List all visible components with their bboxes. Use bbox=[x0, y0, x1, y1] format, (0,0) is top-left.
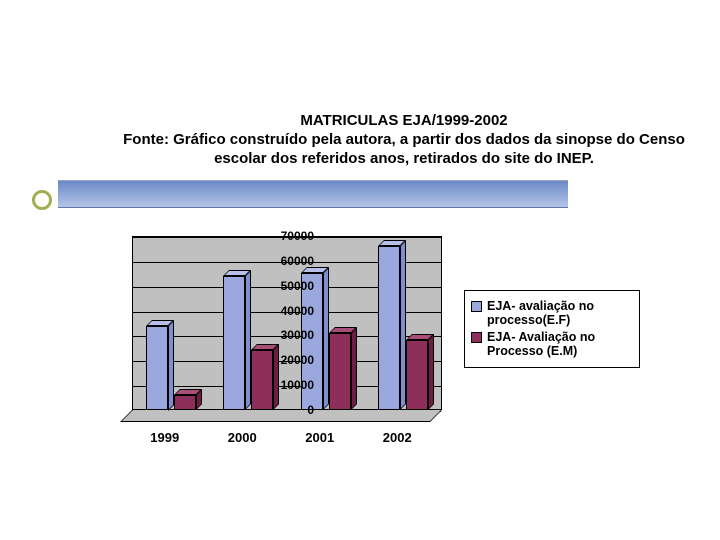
ytick-label: 70000 bbox=[254, 229, 314, 243]
decor-bar bbox=[58, 180, 568, 208]
legend-label: EJA- Avaliação no Processo (E.M) bbox=[487, 330, 633, 359]
ytick-label: 0 bbox=[254, 403, 314, 417]
slide-bullet bbox=[32, 190, 52, 210]
ytick-label: 60000 bbox=[254, 254, 314, 268]
ytick-label: 10000 bbox=[254, 378, 314, 392]
xtick-label: 2001 bbox=[290, 430, 350, 445]
xtick-label: 2000 bbox=[212, 430, 272, 445]
legend-label: EJA- avaliação no processo(E.F) bbox=[487, 299, 633, 328]
bar bbox=[406, 340, 428, 410]
bar bbox=[378, 246, 400, 410]
title-line1: MATRICULAS EJA/1999-2002 bbox=[108, 112, 700, 131]
ytick-label: 20000 bbox=[254, 353, 314, 367]
legend-swatch bbox=[471, 301, 482, 312]
bar bbox=[174, 395, 196, 410]
title-block: MATRICULAS EJA/1999-2002 Fonte: Gráfico … bbox=[108, 112, 700, 168]
title-line2: Fonte: Gráfico construído pela autora, a… bbox=[108, 131, 700, 169]
legend-item: EJA- avaliação no processo(E.F) bbox=[471, 299, 633, 328]
legend-swatch bbox=[471, 332, 482, 343]
ytick-label: 50000 bbox=[254, 279, 314, 293]
bar bbox=[329, 333, 351, 410]
ytick-label: 30000 bbox=[254, 328, 314, 342]
legend: EJA- avaliação no processo(E.F)EJA- Aval… bbox=[464, 290, 640, 368]
xtick-label: 1999 bbox=[135, 430, 195, 445]
legend-item: EJA- Avaliação no Processo (E.M) bbox=[471, 330, 633, 359]
ytick-label: 40000 bbox=[254, 304, 314, 318]
bar bbox=[223, 276, 245, 410]
bar bbox=[146, 326, 168, 411]
bar-chart: EJA- avaliação no processo(E.F)EJA- Aval… bbox=[70, 236, 630, 456]
xtick-label: 2002 bbox=[367, 430, 427, 445]
